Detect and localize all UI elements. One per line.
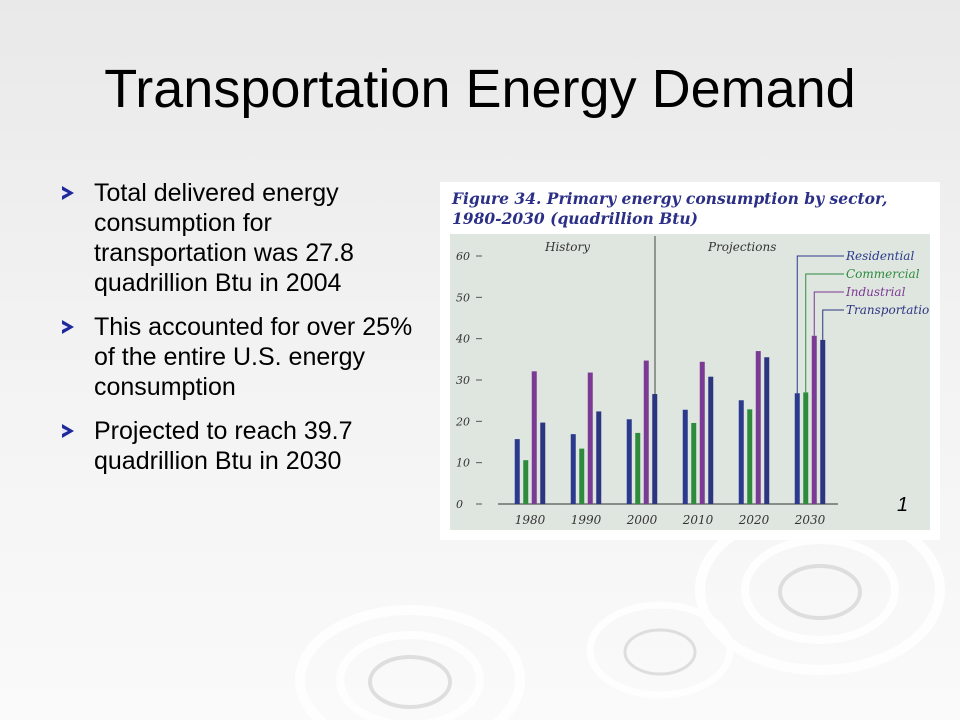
legend-label-transportation: Transportation: [846, 303, 930, 317]
x-tick-label: 2000: [626, 513, 658, 527]
bar-transportation-1980: [540, 422, 546, 504]
footnote-marker: 1: [897, 494, 909, 516]
bullet-text: This accounted for over 25% of the entir…: [94, 313, 413, 401]
bar-industrial-2020: [755, 351, 761, 504]
bullet-text: Total delivered energy consumption for t…: [94, 179, 354, 297]
x-tick-label: 2030: [794, 513, 826, 527]
x-tick-label: 2020: [738, 513, 770, 527]
bar-industrial-1990: [587, 372, 593, 504]
bar-residential-2000: [626, 419, 632, 504]
bar-commercial-1990: [579, 448, 585, 504]
bar-residential-2030: [794, 393, 800, 504]
figure-caption-line2: 1980-2030 (quadrillion Btu): [452, 209, 699, 228]
y-tick-label: 60: [456, 250, 470, 263]
legend-leader-residential: [796, 255, 844, 394]
bar-transportation-2010: [708, 376, 714, 504]
legend-label-industrial: Industrial: [845, 285, 906, 299]
bullet-text: Projected to reach 39.7 quadrillion Btu …: [94, 417, 353, 475]
y-tick-label: 0: [456, 498, 463, 511]
annotation-history: History: [544, 240, 590, 254]
legend-label-commercial: Commercial: [846, 267, 920, 281]
bar-residential-1980: [514, 439, 520, 504]
y-tick-label: 50: [456, 291, 470, 304]
bullet-list: Total delivered energy consumption for t…: [58, 178, 430, 490]
y-tick-label: 30: [456, 374, 470, 387]
arrow-bullet-icon: [62, 320, 74, 334]
legend-leader-industrial: [813, 291, 844, 336]
bar-industrial-2000: [643, 360, 649, 504]
bar-transportation-1990: [596, 411, 602, 504]
bar-residential-2010: [682, 409, 688, 504]
legend-label-residential: Residential: [845, 249, 914, 263]
plot-background: [450, 234, 930, 530]
bar-commercial-2010: [691, 422, 697, 504]
annotation-projections: Projections: [707, 240, 776, 254]
bar-industrial-2010: [699, 361, 705, 504]
y-tick-label: 20: [455, 415, 470, 428]
bar-residential-2020: [738, 400, 744, 504]
bar-commercial-2030: [803, 392, 809, 504]
chart-figure: Figure 34. Primary energy consumption by…: [440, 182, 940, 540]
arrow-bullet-icon: [62, 424, 74, 438]
bar-transportation-2020: [764, 357, 770, 504]
y-tick-label: 40: [455, 333, 470, 346]
bar-transportation-2000: [652, 394, 658, 504]
legend-leader-transportation: [822, 309, 844, 340]
figure-caption: Figure 34. Primary energy consumption by…: [452, 189, 887, 229]
x-tick-label: 1980: [515, 513, 546, 527]
bar-commercial-2020: [747, 409, 753, 504]
arrow-bullet-icon: [62, 186, 74, 200]
bullet-item: Total delivered energy consumption for t…: [58, 178, 430, 298]
bar-commercial-1980: [523, 460, 529, 504]
x-tick-label: 2010: [682, 513, 714, 527]
bullet-item: Projected to reach 39.7 quadrillion Btu …: [58, 416, 430, 476]
x-tick-label: 1990: [571, 513, 602, 527]
bar-transportation-2030: [820, 339, 826, 504]
bar-industrial-1980: [531, 371, 537, 504]
slide-title: Transportation Energy Demand: [104, 59, 856, 119]
y-tick-label: 10: [456, 457, 470, 470]
bar-industrial-2030: [811, 335, 817, 504]
bullet-item: This accounted for over 25% of the entir…: [58, 312, 430, 402]
bar-residential-1990: [570, 434, 576, 504]
legend-leader-commercial: [805, 273, 844, 393]
figure-caption-line1: Figure 34. Primary energy consumption by…: [452, 189, 888, 208]
bar-commercial-2000: [635, 432, 641, 504]
